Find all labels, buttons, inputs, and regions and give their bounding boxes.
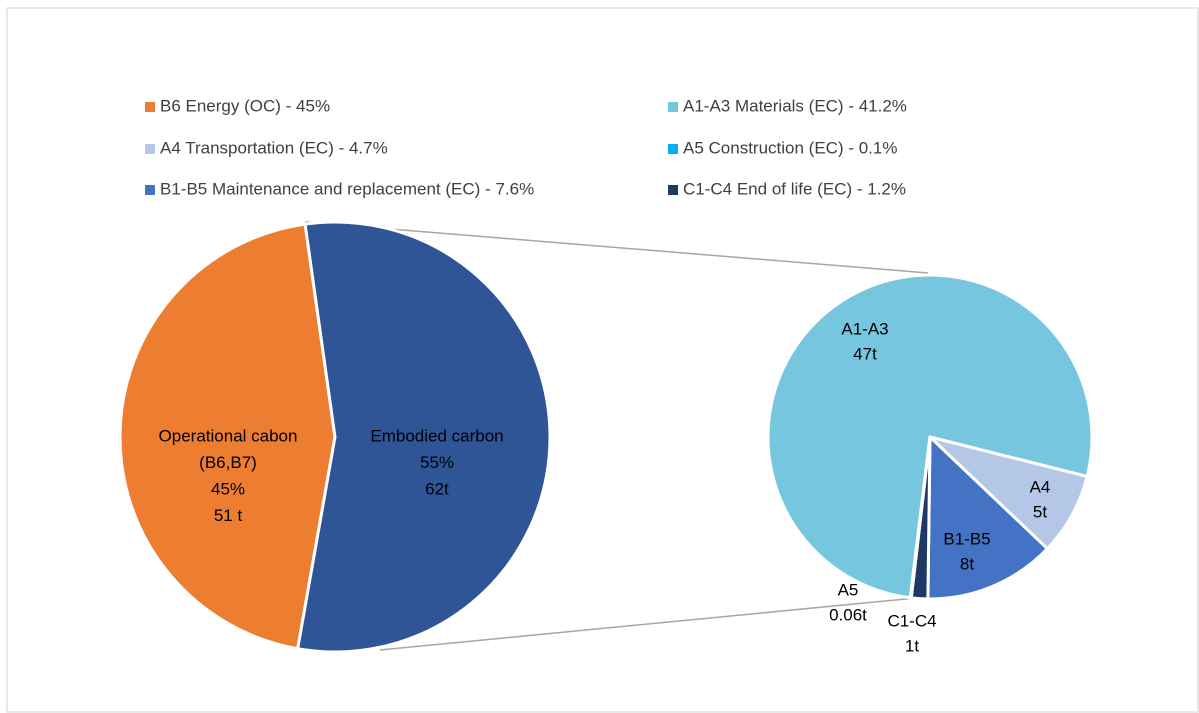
data-label: (B6,B7) [199, 453, 257, 472]
legend-label: A5 Construction (EC) - 0.1% [683, 138, 897, 157]
data-label: A5 [838, 580, 859, 599]
connector-line [304, 221, 929, 274]
legend-label: B6 Energy (OC) - 45% [160, 96, 330, 115]
data-label: Operational cabon [159, 426, 298, 445]
data-label: 0.06t [829, 605, 867, 624]
data-label: 45% [211, 479, 245, 498]
data-label: Embodied carbon [370, 426, 503, 445]
data-label: 8t [960, 554, 974, 573]
legend-swatch [668, 102, 678, 112]
connector-line [379, 597, 917, 651]
legend-swatch [668, 185, 678, 195]
legend-swatch [668, 144, 678, 154]
legend-label: C1-C4 End of life (EC) - 1.2% [683, 179, 906, 198]
pie-slice [296, 220, 552, 654]
legend-swatch [145, 102, 155, 112]
legend-label: A4 Transportation (EC) - 4.7% [160, 138, 388, 157]
legend-swatch [145, 185, 155, 195]
pie-slice [118, 222, 337, 651]
data-label: 5t [1033, 502, 1047, 521]
data-label: 55% [420, 453, 454, 472]
data-label: B1-B5 [943, 529, 990, 548]
data-label: C1-C4 [887, 611, 936, 630]
data-label: 51 t [214, 506, 243, 525]
legend-label: B1-B5 Maintenance and replacement (EC) -… [160, 179, 534, 198]
data-label: 47t [853, 344, 877, 363]
pie-slice [926, 435, 1049, 601]
data-label: 1t [905, 636, 919, 655]
legend-swatch [145, 144, 155, 154]
data-label: A4 [1030, 477, 1051, 496]
pie-slice [908, 435, 932, 600]
chart-frame [6, 7, 1199, 713]
data-label: 62t [425, 479, 449, 498]
data-label: A1-A3 [841, 319, 888, 338]
legend-label: A1-A3 Materials (EC) - 41.2% [683, 96, 907, 115]
